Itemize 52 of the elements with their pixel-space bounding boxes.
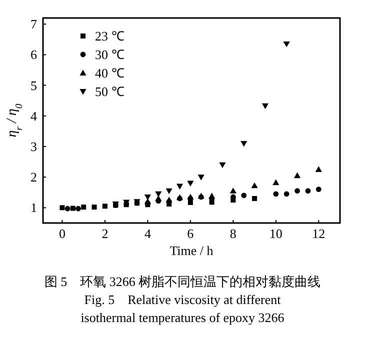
y-tick-label: 3 — [30, 139, 37, 154]
x-tick-label: 8 — [230, 226, 236, 241]
x-axis-title: Time / h — [170, 243, 214, 258]
caption: 图 5 环氧 3266 树脂不同恒温下的相对黏度曲线 — [43, 273, 322, 291]
point — [251, 182, 258, 188]
caption: Fig. 5 Relative viscosity at different isothermal temperatures of epoxy 3266 — [80, 291, 286, 327]
point — [198, 174, 204, 180]
point — [81, 204, 86, 210]
point — [102, 204, 108, 209]
x-tick-label: 2 — [102, 226, 108, 241]
x-tick-label: 0 — [58, 226, 66, 241]
point — [176, 184, 184, 190]
point — [60, 205, 65, 210]
x-tick-label: 10 — [269, 226, 282, 241]
point — [283, 42, 290, 48]
point — [155, 191, 162, 198]
point — [155, 195, 162, 202]
x-tick-label: 12 — [312, 226, 326, 241]
y-tick-label: 2 — [30, 170, 37, 185]
point — [166, 188, 172, 194]
point — [294, 172, 301, 178]
y-tick-label: 7 — [30, 16, 38, 32]
point — [294, 188, 300, 194]
point — [76, 206, 81, 212]
y-tick-label: 4 — [30, 108, 38, 124]
point — [252, 196, 258, 202]
legend-label: 50 ℃ — [95, 84, 124, 99]
point — [284, 191, 290, 197]
point — [144, 194, 151, 200]
point — [92, 204, 97, 210]
point — [273, 191, 279, 197]
point — [208, 192, 216, 199]
point — [70, 206, 76, 211]
point — [316, 186, 322, 192]
legend-label: 40 ℃ — [95, 66, 124, 80]
y-tick-label: 1 — [30, 200, 37, 216]
point — [230, 188, 236, 194]
y-tick-label: 6 — [30, 47, 38, 62]
point — [272, 179, 280, 186]
point — [262, 103, 269, 110]
point — [64, 206, 70, 212]
legend-label: 23 ℃ — [95, 28, 124, 44]
x-tick-label: 6 — [187, 226, 194, 241]
x-tick-label: 4 — [144, 226, 152, 241]
point — [219, 162, 226, 168]
y-tick-label: 5 — [30, 78, 37, 93]
point — [305, 188, 311, 194]
point — [187, 180, 194, 187]
point — [241, 192, 247, 198]
point — [240, 140, 248, 147]
point — [315, 166, 322, 172]
legend-label: 30 ℃ — [95, 47, 124, 62]
